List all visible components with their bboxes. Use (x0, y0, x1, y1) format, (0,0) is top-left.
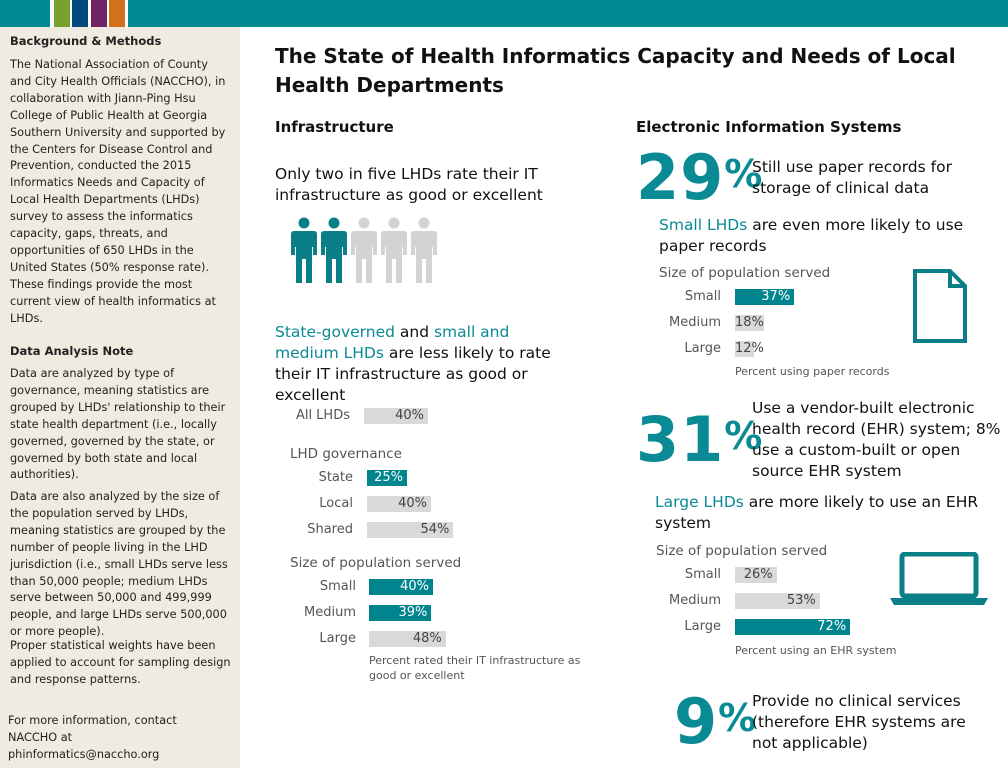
bar: 37% (735, 289, 795, 305)
note-p1: Data are analyzed by type of governance,… (10, 367, 226, 482)
person-icon (351, 217, 377, 283)
bar-label: All LHDs (295, 408, 350, 423)
stat-9-text: Provide no clinical services (therefore … (752, 692, 966, 752)
chart-note: Percent using an EHR system (735, 644, 897, 657)
bar: 12% (735, 341, 764, 357)
bar: 18% (735, 315, 764, 331)
infra-heading: Infrastructure (275, 118, 394, 136)
bar: 25% (367, 470, 407, 486)
bar-label: Large (684, 341, 721, 356)
bar-label: Medium (669, 593, 721, 608)
bar-label: Shared (307, 522, 353, 537)
note-p2: Data are also analyzed by the size of th… (10, 490, 228, 639)
bar: 72% (735, 619, 851, 635)
bar-label: Small (684, 289, 721, 304)
bar: 48% (369, 631, 446, 647)
note-title: Data Analysis Note (10, 344, 134, 358)
stat-29-text: Still use paper records for storage of c… (752, 158, 952, 197)
bar: 40% (367, 496, 431, 512)
chart-group-title: Size of population served (656, 543, 828, 559)
background-title: Background & Methods (10, 34, 162, 48)
contact-text: For more information, contact NACCHO at … (8, 714, 177, 761)
page-title: The State of Health Informatics Capacity… (275, 44, 956, 97)
bar-label: Large (684, 619, 721, 634)
stat-29: 29% (636, 141, 764, 214)
bar: 26% (735, 567, 777, 583)
bar: 53% (735, 593, 820, 609)
chart-group-title: Size of population served (290, 555, 462, 571)
bar-label: Medium (304, 605, 356, 620)
sidebar: Background & Methods The National Associ… (0, 27, 240, 768)
color-square (72, 0, 88, 27)
color-square (54, 0, 70, 27)
color-square (91, 0, 107, 27)
bar: 39% (369, 605, 432, 621)
large-ehr-finding: Large LHDs are more likely to use an EHR… (655, 493, 979, 532)
infra-finding: State-governed and small and medium LHDs… (275, 323, 551, 404)
bar-label: Small (319, 579, 356, 594)
person-icon (411, 217, 437, 283)
background-text: The National Association of County and C… (10, 58, 226, 325)
note-p3: Proper statistical weights have been app… (10, 639, 231, 686)
person-icon (381, 217, 407, 283)
chart-group-title: Size of population served (659, 265, 831, 281)
chart-note: Percent using paper records (735, 365, 890, 378)
top-banner (0, 0, 1008, 27)
small-paper-finding: Small LHDs are even more likely to use p… (659, 216, 964, 255)
stat-31: 31% (636, 403, 764, 476)
stat-31-text: Use a vendor-built electronic health rec… (752, 399, 1001, 480)
laptop-icon (890, 552, 988, 605)
bar: 40% (364, 408, 428, 424)
eis-heading: Electronic Information Systems (636, 118, 902, 136)
document-icon (913, 269, 967, 343)
bar: 54% (367, 522, 454, 538)
infra-stat: Only two in five LHDs rate their IT infr… (275, 165, 543, 204)
bar-label: Small (684, 567, 721, 582)
chart-note: Percent rated their IT infrastructure as… (369, 654, 581, 682)
chart-group-title: LHD governance (290, 446, 402, 462)
stat-9: 9% (674, 685, 758, 758)
person-icon (321, 217, 347, 283)
bar-label: Large (319, 631, 356, 646)
bar: 40% (369, 579, 433, 595)
bar-label: Medium (669, 315, 721, 330)
bar-label: State (318, 470, 353, 485)
person-icon (291, 217, 317, 283)
color-square (109, 0, 125, 27)
bar-label: Local (319, 496, 353, 511)
